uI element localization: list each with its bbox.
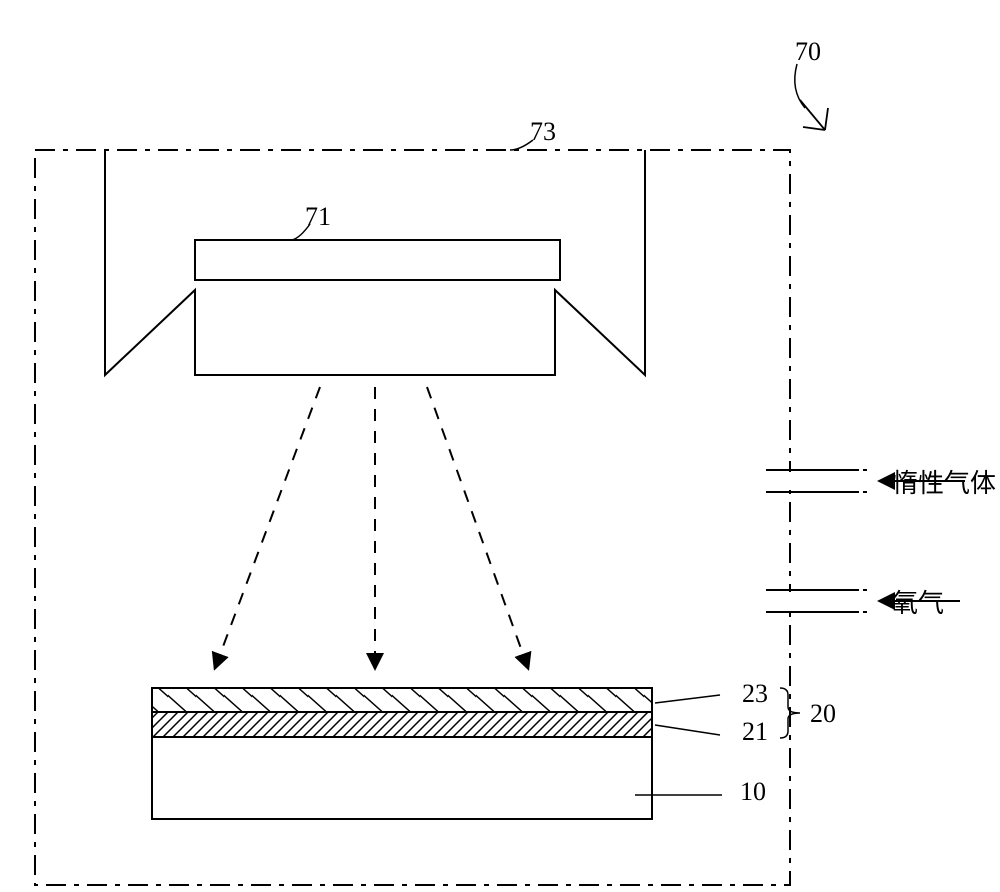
- label-inert_gas: 惰性气体: [892, 469, 996, 498]
- source-element: [195, 240, 560, 280]
- label-oxygen: 氧气: [892, 589, 944, 618]
- layer-21: [152, 712, 652, 737]
- layer-23: [152, 688, 652, 712]
- radiation-ray: [427, 387, 528, 668]
- substrate-layer: [152, 737, 652, 819]
- leader-23: [655, 695, 720, 703]
- label-l73: 73: [530, 117, 556, 146]
- label-l10: 10: [740, 777, 766, 806]
- label-l20: 20: [810, 699, 836, 728]
- label-l21: 21: [742, 717, 768, 746]
- label-l71: 71: [305, 202, 331, 231]
- label-l70: 70: [795, 37, 821, 66]
- leader-70: [795, 64, 805, 108]
- leader-21: [655, 725, 720, 735]
- arrow-70-head: [800, 100, 828, 130]
- label-l23: 23: [742, 679, 768, 708]
- technical-diagram: 70 73 71 23 21 20 10 惰性气体氧气: [0, 0, 1000, 892]
- radiation-ray: [215, 387, 320, 668]
